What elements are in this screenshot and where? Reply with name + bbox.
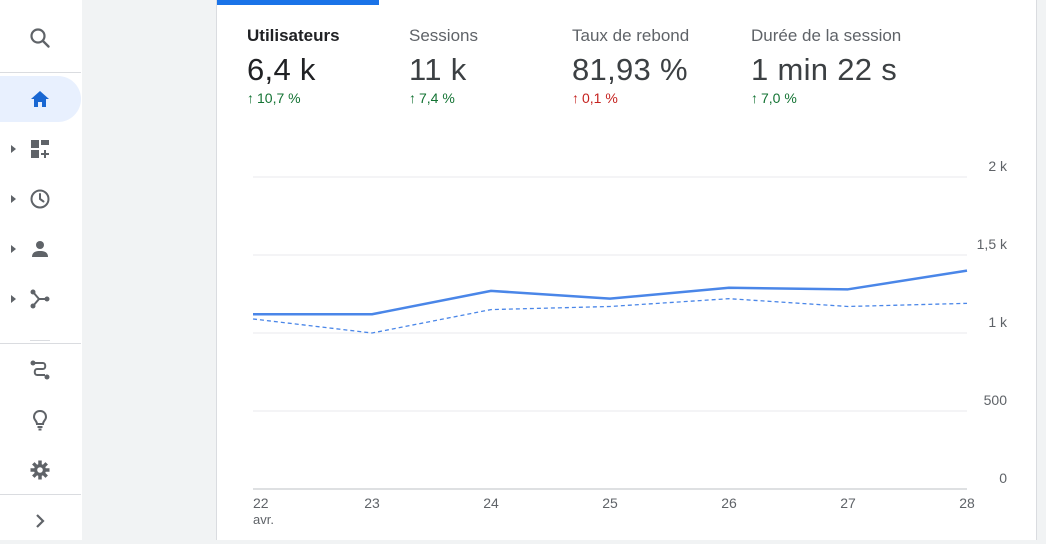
sidebar-divider	[0, 343, 81, 344]
metric-delta: ↑ 7,0 %	[751, 90, 901, 106]
x-tick-label: 24	[483, 495, 499, 511]
dashboard-add-icon	[28, 137, 52, 161]
nav-realtime[interactable]	[0, 176, 82, 222]
person-icon	[28, 237, 52, 261]
arrow-up-icon: ↑	[751, 90, 758, 106]
expand-caret-icon[interactable]	[11, 245, 16, 253]
metric-delta-value: 7,4 %	[419, 90, 455, 106]
metric-value: 11 k	[409, 52, 467, 87]
overview-card: Utilisateurs 6,4 k ↑ 10,7 % Sessions 11 …	[216, 0, 1037, 540]
series-line-current	[253, 269, 968, 316]
sidebar-divider	[0, 494, 81, 495]
nav-acquisition[interactable]	[0, 276, 82, 322]
nav-audience[interactable]	[0, 226, 82, 272]
active-tab-indicator	[217, 0, 379, 5]
metric-value: 1 min 22 s	[751, 52, 898, 87]
metric-value: 6,4 k	[247, 52, 316, 87]
series-line-previous	[252, 298, 968, 334]
arrow-up-icon: ↑	[409, 90, 416, 106]
x-tick-label: 28	[959, 495, 975, 511]
x-tick-label: 22	[253, 495, 269, 511]
lightbulb-icon	[28, 408, 52, 432]
y-tick-label: 500	[984, 392, 1008, 408]
nav-search[interactable]	[0, 15, 82, 61]
metric-delta-value: 10,7 %	[257, 90, 301, 106]
expand-caret-icon[interactable]	[11, 195, 16, 203]
metric-delta: ↑ 7,4 %	[409, 90, 478, 106]
metric-label: Taux de rebond	[572, 26, 690, 45]
x-tick-label: 23	[364, 495, 380, 511]
x-tick-label: 25	[602, 495, 618, 511]
metric-delta: ↑ 10,7 %	[247, 90, 340, 106]
y-tick-label: 1,5 k	[977, 236, 1008, 252]
search-icon	[28, 26, 52, 50]
metric-tab-users[interactable]: Utilisateurs 6,4 k ↑ 10,7 %	[247, 26, 340, 106]
home-icon	[28, 87, 52, 111]
y-tick-label: 2 k	[988, 158, 1008, 174]
x-tick-sublabel: avr.	[253, 512, 274, 527]
chevron-right-icon	[28, 509, 52, 533]
gear-icon	[28, 458, 52, 482]
sidebar-divider-short	[30, 340, 50, 341]
metric-label: Utilisateurs	[247, 26, 340, 45]
line-chart: 0 500 1 k 1,5 k 2 k 22 23 24 25 26 27 28 avr.	[252, 158, 1008, 527]
metric-delta-value: 0,1 %	[582, 90, 618, 106]
route-icon	[28, 358, 52, 382]
x-tick-label: 26	[721, 495, 737, 511]
metric-value: 81,93 %	[572, 52, 688, 87]
sidebar-divider	[0, 72, 81, 73]
y-tick-label: 1 k	[988, 314, 1008, 330]
nav-admin[interactable]	[0, 447, 82, 493]
clock-icon	[28, 187, 52, 211]
arrow-up-icon: ↑	[572, 90, 579, 106]
metric-tab-session-duration[interactable]: Durée de la session 1 min 22 s ↑ 7,0 %	[751, 26, 901, 106]
expand-caret-icon[interactable]	[11, 295, 16, 303]
nav-insights[interactable]	[0, 397, 82, 443]
sidebar	[0, 0, 82, 540]
metric-tab-sessions[interactable]: Sessions 11 k ↑ 7,4 %	[409, 26, 478, 106]
expand-caret-icon[interactable]	[11, 145, 16, 153]
arrow-up-icon: ↑	[247, 90, 254, 106]
metric-delta: ↑ 0,1 %	[572, 90, 689, 106]
metric-label: Sessions	[409, 26, 478, 45]
metric-delta-value: 7,0 %	[761, 90, 797, 106]
x-tick-label: 27	[840, 495, 856, 511]
y-tick-label: 0	[999, 470, 1007, 486]
nav-home[interactable]	[0, 76, 81, 122]
metric-label: Durée de la session	[751, 26, 902, 45]
metric-tab-bounce-rate[interactable]: Taux de rebond 81,93 % ↑ 0,1 %	[572, 26, 689, 106]
nav-conversions[interactable]	[0, 347, 82, 393]
nav-dashboards[interactable]	[0, 126, 82, 172]
expand-sidebar-button[interactable]	[0, 498, 82, 544]
share-nodes-icon	[28, 287, 52, 311]
